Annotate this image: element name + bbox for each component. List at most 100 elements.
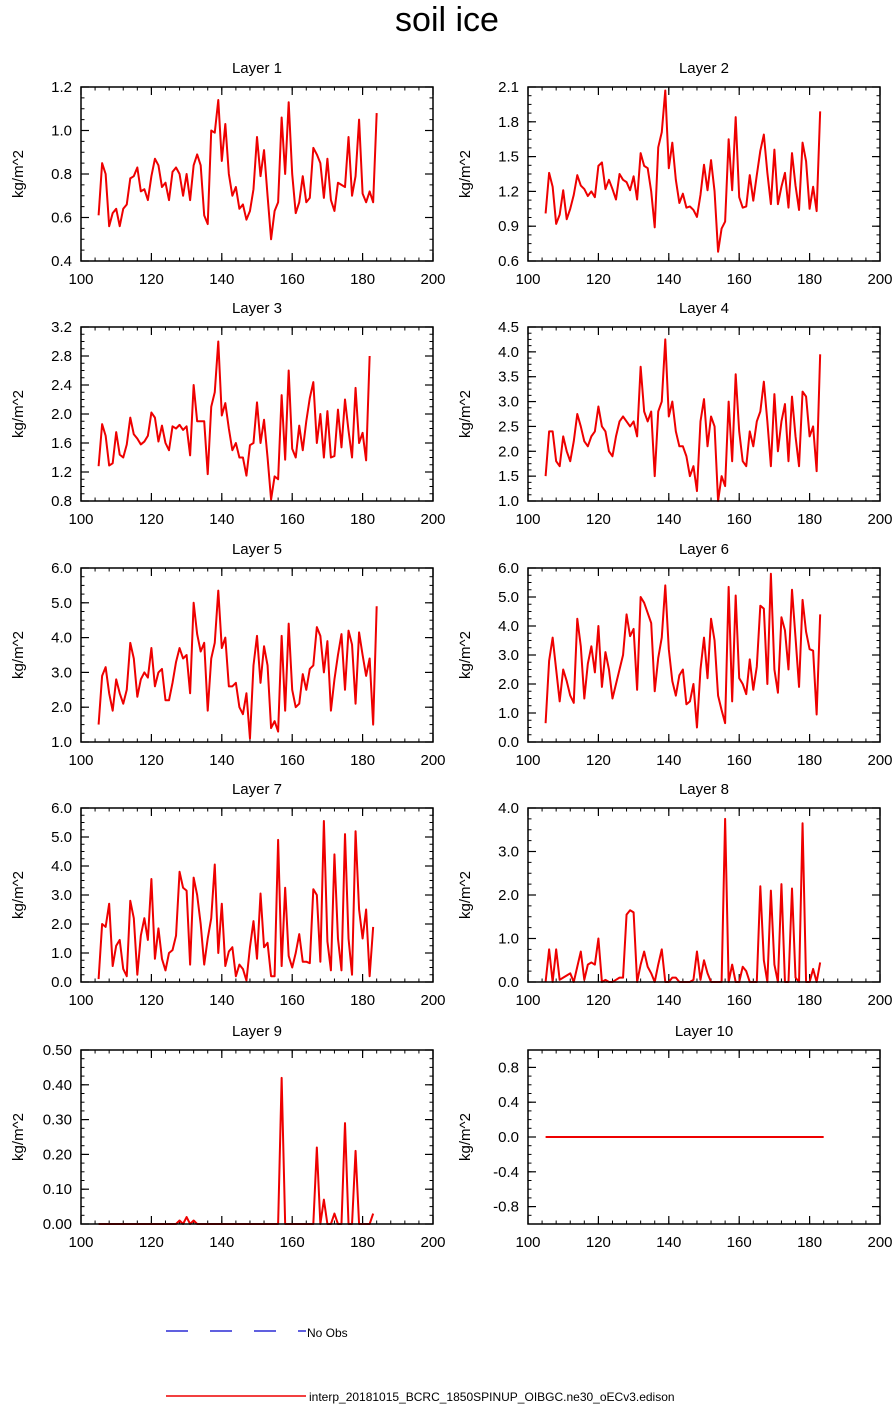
x-tick-label: 140: [656, 752, 681, 769]
x-tick-label: 140: [209, 271, 234, 288]
x-tick-label: 100: [515, 752, 540, 769]
x-tick-label: 120: [586, 271, 611, 288]
y-tick-label: 2.5: [498, 418, 519, 435]
y-tick-label: 0.8: [51, 493, 72, 510]
y-tick-label: 6.0: [51, 800, 72, 817]
y-tick-label: 3.2: [51, 319, 72, 336]
y-axis-label: kg/m^2: [457, 150, 474, 198]
y-tick-label: 1.0: [51, 945, 72, 962]
chart-title: Layer 2: [679, 60, 729, 77]
plot-frame: [80, 807, 434, 983]
y-tick-label: 1.0: [498, 493, 519, 510]
y-tick-label: 1.5: [498, 149, 519, 166]
chart-panel-1: Layer 1 kg/m^2 100 120 140 160 180 200 0.4 0.6 0.8…: [10, 60, 446, 288]
x-tick-label: 100: [515, 511, 540, 528]
x-tick-label: 140: [209, 511, 234, 528]
x-tick-label: 100: [68, 752, 93, 769]
y-axis-label: kg/m^2: [457, 390, 474, 438]
x-tick-label: 160: [280, 992, 305, 1009]
y-tick-label: 3.0: [498, 647, 519, 664]
y-tick-label: 1.2: [51, 464, 72, 481]
x-tick-label: 160: [280, 271, 305, 288]
x-tick-label: 120: [586, 1234, 611, 1251]
x-tick-label: 180: [350, 1234, 375, 1251]
series-line: [544, 817, 822, 983]
y-axis-label: kg/m^2: [457, 871, 474, 919]
series-line: [97, 99, 378, 241]
x-tick-label: 200: [420, 992, 445, 1009]
x-tick-label: 120: [586, 992, 611, 1009]
chart-panel-9: Layer 9 kg/m^2 100 120 140 160 180 200 0.00 0.10 0…: [10, 1023, 446, 1251]
chart-panel-4: Layer 4 kg/m^2 100 120 140 160 180 200 1.0 1.5 2.0…: [457, 300, 893, 528]
plot-frame: [527, 807, 881, 983]
y-tick-label: 2.4: [51, 377, 72, 394]
x-tick-label: 100: [68, 1234, 93, 1251]
series-line: [97, 589, 378, 740]
y-tick-label: 0.0: [498, 734, 519, 751]
x-tick-label: 180: [350, 992, 375, 1009]
series-line: [544, 338, 822, 502]
x-tick-label: 160: [280, 752, 305, 769]
x-tick-label: 100: [515, 1234, 540, 1251]
x-tick-label: 120: [139, 271, 164, 288]
y-tick-label: 3.0: [498, 844, 519, 861]
chart-title: Layer 7: [232, 781, 282, 798]
y-axis-label: kg/m^2: [10, 631, 27, 679]
legend: No Obs interp_20181015_BCRC_1850SPINUP_OI…: [166, 1326, 675, 1404]
chart-panel-2: Layer 2 kg/m^2 100 120 140 160 180 200 0.6 0.9 1.2…: [457, 60, 893, 288]
x-tick-label: 140: [656, 1234, 681, 1251]
y-axis-label: kg/m^2: [10, 150, 27, 198]
y-tick-label: 3.5: [498, 369, 519, 386]
x-tick-label: 140: [656, 992, 681, 1009]
x-tick-label: 120: [586, 752, 611, 769]
legend-label-model: interp_20181015_BCRC_1850SPINUP_OIBGC.ne…: [309, 1390, 675, 1404]
y-tick-label: 4.0: [51, 858, 72, 875]
x-tick-label: 180: [797, 752, 822, 769]
plot-frame: [527, 1049, 881, 1225]
legend-label-no-obs: No Obs: [307, 1326, 348, 1340]
x-tick-label: 100: [68, 511, 93, 528]
x-tick-label: 200: [867, 511, 892, 528]
x-tick-label: 140: [209, 992, 234, 1009]
y-tick-label: 0.4: [498, 1094, 519, 1111]
x-tick-label: 100: [68, 992, 93, 1009]
x-tick-label: 100: [515, 992, 540, 1009]
y-tick-label: 0.20: [43, 1146, 72, 1163]
x-tick-label: 160: [727, 752, 752, 769]
series-line: [97, 340, 371, 501]
y-tick-label: 2.0: [51, 916, 72, 933]
chart-panel-8: Layer 8 kg/m^2 100 120 140 160 180 200 0.0 1.0 2.0…: [457, 781, 893, 1009]
y-tick-label: 2.0: [498, 887, 519, 904]
chart-panel-3: Layer 3 kg/m^2 100 120 140 160 180 200 0.8 1.2 1.6…: [10, 300, 446, 528]
y-tick-label: 0.50: [43, 1042, 72, 1059]
x-tick-label: 180: [350, 511, 375, 528]
x-tick-label: 100: [515, 271, 540, 288]
plot-frame: [80, 1049, 434, 1225]
x-tick-label: 120: [139, 752, 164, 769]
y-axis-label: kg/m^2: [457, 1113, 474, 1161]
x-tick-label: 200: [420, 271, 445, 288]
y-tick-label: 2.0: [498, 676, 519, 693]
x-tick-label: 180: [797, 511, 822, 528]
chart-title: Layer 3: [232, 300, 282, 317]
x-tick-label: 200: [420, 752, 445, 769]
x-tick-label: 200: [867, 752, 892, 769]
x-tick-label: 160: [280, 1234, 305, 1251]
plot-frame: [80, 326, 434, 502]
chart-panel-5: Layer 5 kg/m^2 100 120 140 160 180 200 1.0 2.0 3.0…: [10, 541, 446, 769]
y-tick-label: 0.6: [51, 210, 72, 227]
x-tick-label: 200: [420, 1234, 445, 1251]
y-tick-label: 1.0: [51, 123, 72, 140]
chart-panel-10: Layer 10 kg/m^2 100 120 140 160 180 200 -0.8 -0.4…: [457, 1023, 893, 1251]
y-tick-label: 2.8: [51, 348, 72, 365]
x-tick-label: 140: [209, 752, 234, 769]
x-tick-label: 140: [209, 1234, 234, 1251]
chart-title: Layer 9: [232, 1023, 282, 1040]
y-tick-label: 6.0: [498, 560, 519, 577]
y-tick-label: 0.40: [43, 1077, 72, 1094]
chart-title: Layer 4: [679, 300, 729, 317]
y-tick-label: 2.0: [51, 406, 72, 423]
x-tick-label: 160: [727, 1234, 752, 1251]
y-tick-label: 4.0: [498, 344, 519, 361]
y-tick-label: 0.00: [43, 1216, 72, 1233]
